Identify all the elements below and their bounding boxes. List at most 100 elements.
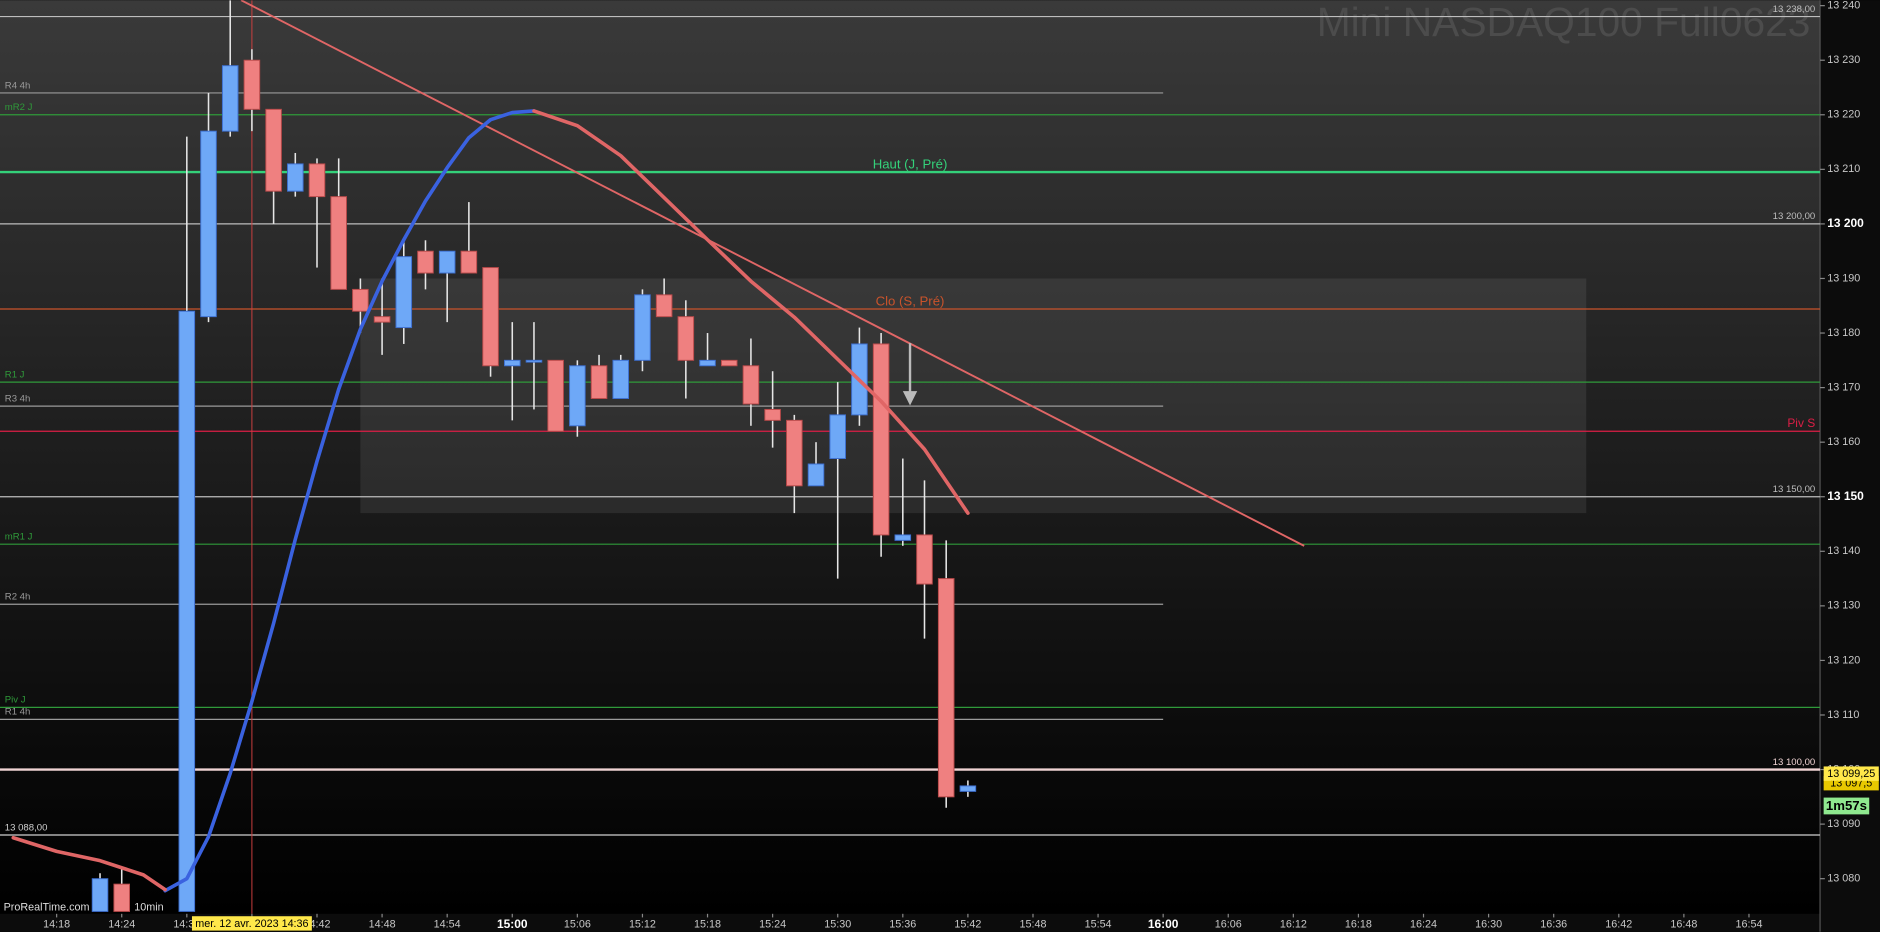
candle-body [612,359,630,399]
candle-body [417,250,434,274]
level-label: 13 238,00 [1773,4,1816,15]
y-tick-label: 13 150 [1827,489,1864,503]
y-tick-label: 13 080 [1827,873,1860,885]
x-tick-label: 15:42 [954,918,981,930]
y-tick-label: 13 180 [1827,327,1860,339]
candle-body [569,365,586,427]
level-label: Piv J [5,695,26,706]
countdown-bg [1823,797,1870,815]
candle-body [330,196,347,290]
candle-body [590,365,608,399]
candle-body [373,316,391,323]
level-label: 13 100,00 [1773,757,1816,768]
price-tag: 13 099,25 [1827,768,1875,780]
y-tick-label: 13 120 [1827,654,1860,666]
candle-body [265,108,282,192]
y-tick-label: 13 160 [1827,436,1860,448]
y-tick-label: 13 220 [1827,109,1860,121]
candle-body [699,359,716,367]
level-label: Piv S [1787,416,1815,430]
crosshair-label-bg [191,916,312,931]
level-label: R2 4h [5,592,31,603]
x-tick-label: 16:30 [1475,918,1502,930]
level-label: Clo (S, Pré) [876,293,945,308]
y-tick-label: 13 240 [1827,0,1860,11]
level-label: R1 4h [5,707,31,718]
candle-body [916,534,933,585]
level-label: Haut (J, Pré) [873,156,948,171]
x-tick-label: 16:18 [1345,918,1372,930]
candle-body [243,59,261,110]
countdown: 1m57s [1826,798,1867,813]
y-tick-label: 13 230 [1827,54,1860,66]
candle-body [395,256,413,329]
candle-body [959,785,977,792]
y-tick-label: 13 140 [1827,545,1860,557]
y-tick-label: 13 200 [1827,216,1864,230]
candle-body [287,163,304,192]
plot: 13 238,00 R4 4h mR2 J Haut (J, Pré) 13 200,0… [0,0,1821,914]
moving-average [532,109,970,515]
candle-body [547,359,564,432]
candle-body [221,65,239,132]
x-tick-label: 16:54 [1735,918,1762,930]
candle-body [655,294,673,318]
candle-body [894,534,912,541]
x-tick-label: 16:24 [1410,918,1437,930]
x-tick-label: 16:06 [1215,918,1242,930]
moving-average [163,109,536,893]
candle-body [872,343,890,536]
x-tick-label: 15:24 [759,918,786,930]
candle-body [720,359,738,367]
chart-title: Mini NASDAQ100 Full0623 [1317,0,1811,45]
x-tick-label: 14:24 [108,918,135,930]
x-tick-label: 16:42 [1605,918,1632,930]
x-tick-label: 15:12 [629,918,656,930]
x-tick-label: 15:30 [824,918,851,930]
y-tick-label: 13 190 [1827,272,1860,284]
candle-body [677,316,695,361]
x-tick-label: 14:48 [369,918,396,930]
footer-interval: 10min [134,902,163,914]
candle-body [438,250,456,274]
candle-body [525,359,543,363]
level-label: R1 J [5,369,25,380]
x-tick-label: 15:06 [564,918,591,930]
level-label: R4 4h [5,80,31,91]
level-label: R3 4h [5,393,31,404]
x-axis-panel [0,913,1821,932]
y-tick-label: 13 210 [1827,163,1860,175]
candle-body [786,419,803,487]
x-tick-label: 15:48 [1019,918,1046,930]
x-tick-label: 15:00 [497,917,528,931]
trendline [240,0,1305,547]
candle-body [308,163,326,198]
level-label: 13 088,00 [5,822,48,833]
plot-background [0,0,1821,914]
moving-average [11,835,167,892]
x-tick-label: 16:00 [1148,917,1179,931]
candle-body [352,288,369,312]
y-tick-label: 13 090 [1827,818,1860,830]
x-tick-label: 14:54 [434,918,461,930]
x-tick-label: 15:54 [1085,918,1112,930]
level-label: 13 150,00 [1773,484,1816,495]
price-tag-bg [1823,766,1879,781]
zone [360,278,1587,514]
candle-body [113,883,131,912]
x-tick-label: 16:48 [1670,918,1697,930]
level-label: 13 200,00 [1773,211,1816,222]
x-tick-label: 16:12 [1280,918,1307,930]
y-tick-label: 13 110 [1827,709,1859,721]
candle-body [200,130,217,318]
candle-body [634,294,651,361]
candle-body [807,463,825,487]
footer-brand: ProRealTime.com [4,902,90,914]
level-label: mR1 J [5,532,33,543]
y-axis-panel [1820,0,1880,932]
candle-body [937,578,955,798]
x-tick-label: 15:18 [694,918,721,930]
candle-body [829,414,846,460]
